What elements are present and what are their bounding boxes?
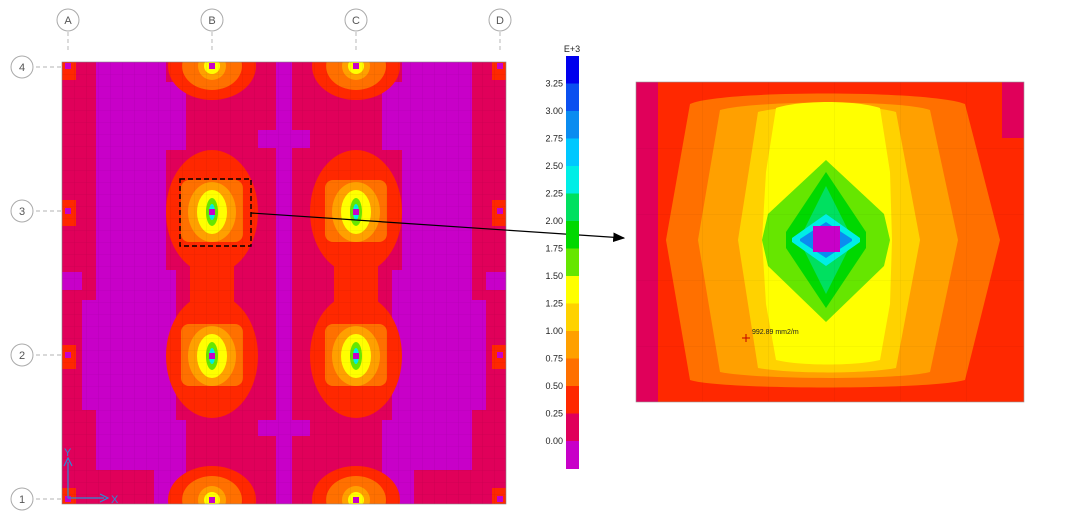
legend-swatch xyxy=(566,358,579,387)
legend-swatch xyxy=(566,138,579,167)
legend-swatch xyxy=(566,413,579,442)
legend-swatch xyxy=(566,331,579,359)
annotation-marker xyxy=(742,334,750,342)
legend-tick-label: 0.50 xyxy=(545,381,563,391)
grid-bubble-A[interactable]: A xyxy=(56,8,80,32)
legend-tick-label: 2.50 xyxy=(545,161,563,171)
zoom-mesh-grid xyxy=(636,82,1024,402)
grid-bubble-label: 2 xyxy=(19,350,25,362)
grid-bubble-2[interactable]: 2 xyxy=(10,343,34,367)
grid-bubble-3[interactable]: 3 xyxy=(10,199,34,223)
grid-bubble-label: D xyxy=(496,15,504,27)
legend-tick-label: 2.00 xyxy=(545,216,563,226)
grid-bubble-label: B xyxy=(208,15,215,27)
grid-bubble-label: 1 xyxy=(19,494,25,506)
axis-triad: Y X xyxy=(63,447,119,506)
legend-tick-label: 1.25 xyxy=(545,299,563,309)
legend-color-bar xyxy=(566,56,579,469)
legend-tick-label: 0.00 xyxy=(545,436,563,446)
y-axis-arrowhead xyxy=(63,456,73,467)
legend-tick-label: 1.75 xyxy=(545,244,563,254)
zoom-callout-arrow xyxy=(250,212,626,243)
zoom-outline xyxy=(635,81,1025,403)
grid-bubble-1[interactable]: 1 xyxy=(10,487,34,511)
mesh-grid xyxy=(62,62,506,504)
grid-bubble-4[interactable]: 4 xyxy=(10,55,34,79)
value-annotation[interactable]: 992.89 mm2/m xyxy=(742,329,799,342)
legend-tick-label: 2.75 xyxy=(545,134,563,144)
legend-tick-label: 1.50 xyxy=(545,271,563,281)
legend-swatch xyxy=(566,276,579,304)
grid-bubble-D[interactable]: D xyxy=(488,8,512,32)
grid-bubble-label: 4 xyxy=(19,62,25,74)
grid-bubble-label: A xyxy=(64,15,72,27)
color-legend: E+3 3.25 3.00 2.75 2.50 2.25 2.00 1.75 1.50 1.25… xyxy=(545,44,580,469)
y-axis-label: Y xyxy=(64,447,72,459)
grid-bubble-C[interactable]: C xyxy=(344,8,368,32)
slab-contour-plot xyxy=(62,62,506,504)
legend-swatch xyxy=(566,83,579,112)
zoom-selection-box[interactable] xyxy=(179,178,252,247)
grid-lines xyxy=(36,32,501,500)
legend-tick-label: 3.00 xyxy=(545,106,563,116)
legend-tick-label: 0.75 xyxy=(545,354,563,364)
grid-bubble-label: 3 xyxy=(19,206,25,218)
legend-swatch xyxy=(566,56,579,84)
grid-bubble-B[interactable]: B xyxy=(200,8,224,32)
legend-swatch xyxy=(566,111,579,139)
x-axis-arrowhead xyxy=(99,493,110,503)
legend-swatch xyxy=(566,193,579,222)
legend-tick-labels: 3.25 3.00 2.75 2.50 2.25 2.00 1.75 1.50 1.25 1.00… xyxy=(545,79,563,447)
grid-bubble-label: C xyxy=(352,15,360,27)
legend-swatch xyxy=(566,441,579,469)
legend-tick-label: 1.00 xyxy=(545,326,563,336)
legend-swatch xyxy=(566,221,579,249)
zoomed-detail-view xyxy=(636,82,1024,402)
legend-exponent: E+3 xyxy=(564,44,580,54)
legend-swatch xyxy=(566,248,579,277)
annotation-text: 992.89 mm2/m xyxy=(752,329,799,336)
x-axis-label: X xyxy=(111,494,119,506)
legend-swatch xyxy=(566,386,579,414)
legend-tick-label: 2.25 xyxy=(545,189,563,199)
legend-swatch xyxy=(566,166,579,194)
slab-outline xyxy=(61,61,507,505)
legend-tick-label: 0.25 xyxy=(545,409,563,419)
legend-swatch xyxy=(566,303,579,332)
legend-tick-label: 3.25 xyxy=(545,79,563,89)
